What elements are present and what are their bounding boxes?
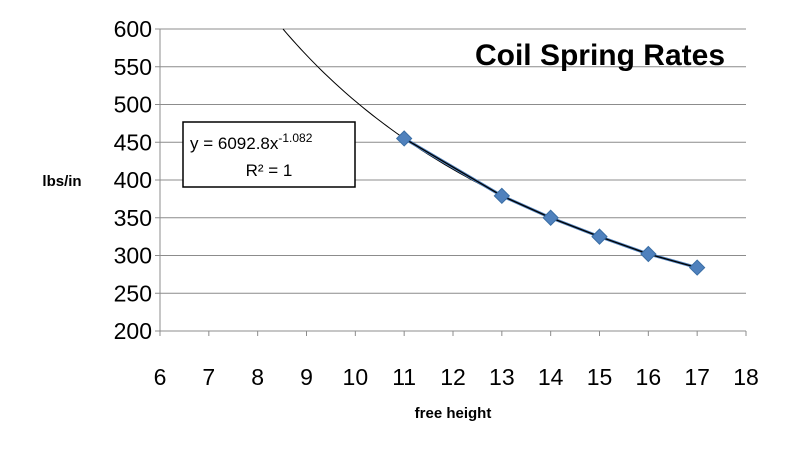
y-tick-label-500: 500 xyxy=(114,92,152,118)
trendline-equation: y = 6092.8x-1.082 xyxy=(190,131,313,153)
y-tick-label-450: 450 xyxy=(114,129,152,155)
chart-title: Coil Spring Rates xyxy=(475,39,725,72)
x-axis-label: free height xyxy=(415,405,492,422)
x-tick-label-13: 13 xyxy=(489,364,515,390)
y-tick-label-200: 200 xyxy=(114,318,152,344)
y-tick-labels: 600 550 500 450 400 350 300 250 200 xyxy=(114,16,160,344)
data-points xyxy=(395,130,706,276)
series-fit-overlay-0 xyxy=(403,137,698,269)
x-tick-label-14: 14 xyxy=(538,364,564,390)
x-tick-label-9: 9 xyxy=(300,364,313,390)
data-point-16 xyxy=(640,245,657,263)
x-tick-label-7: 7 xyxy=(202,364,215,390)
y-tick-label-350: 350 xyxy=(114,205,152,231)
x-tick-label-15: 15 xyxy=(587,364,613,390)
y-axis-label: lbs/in xyxy=(42,173,81,190)
x-tick-label-6: 6 xyxy=(154,364,167,390)
r-squared: R² = 1 xyxy=(246,161,293,180)
x-tick-label-18: 18 xyxy=(733,364,759,390)
data-point-15 xyxy=(591,228,608,245)
equation-box-border xyxy=(182,121,356,188)
x-tick-labels: 6 7 8 9 10 11 12 13 14 15 16 17 18 xyxy=(154,331,759,390)
data-point-11 xyxy=(395,130,413,147)
y-tick-label-600: 600 xyxy=(114,16,152,42)
series-line-group xyxy=(403,137,698,270)
x-tick-label-11: 11 xyxy=(392,364,416,390)
x-tick-label-12: 12 xyxy=(440,364,466,390)
y-tick-label-250: 250 xyxy=(114,280,152,306)
data-point-17 xyxy=(688,259,706,276)
y-tick-label-550: 550 xyxy=(114,54,152,80)
equation-box: y = 6092.8x-1.082 R² = 1 xyxy=(182,121,356,188)
x-tick-label-16: 16 xyxy=(636,364,662,390)
x-tick-label-17: 17 xyxy=(684,364,710,390)
data-point-13 xyxy=(493,187,511,205)
x-tick-label-8: 8 xyxy=(251,364,264,390)
equation-base: y = 6092.8x xyxy=(190,134,279,153)
equation-exponent: -1.082 xyxy=(278,131,312,145)
y-tick-label-400: 400 xyxy=(114,167,152,193)
y-tick-label-300: 300 xyxy=(114,243,152,269)
x-tick-label-10: 10 xyxy=(343,364,369,390)
data-point-14 xyxy=(542,209,559,226)
